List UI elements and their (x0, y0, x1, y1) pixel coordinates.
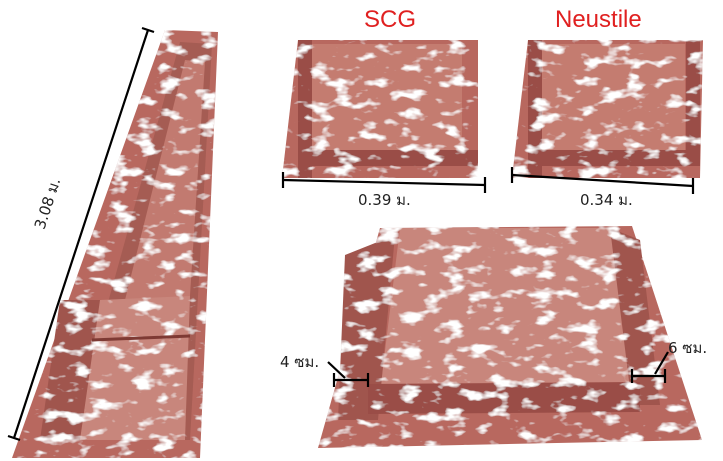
neustile-heading: Neustile (555, 6, 642, 33)
neustile-width-label: 0.34 ม. (580, 191, 633, 209)
closeup-sample (318, 226, 702, 448)
scg-heading: SCG (364, 6, 417, 33)
long-strip-specimen (12, 30, 218, 458)
left-gap-label: 4 ซม. (280, 353, 320, 371)
right-gap-label: 6 ซม. (668, 339, 708, 357)
scg-width-label: 0.39 ม. (358, 191, 411, 209)
neustile-sample (512, 40, 703, 178)
scg-sample (282, 40, 478, 178)
dimension-lines (7, 26, 695, 442)
